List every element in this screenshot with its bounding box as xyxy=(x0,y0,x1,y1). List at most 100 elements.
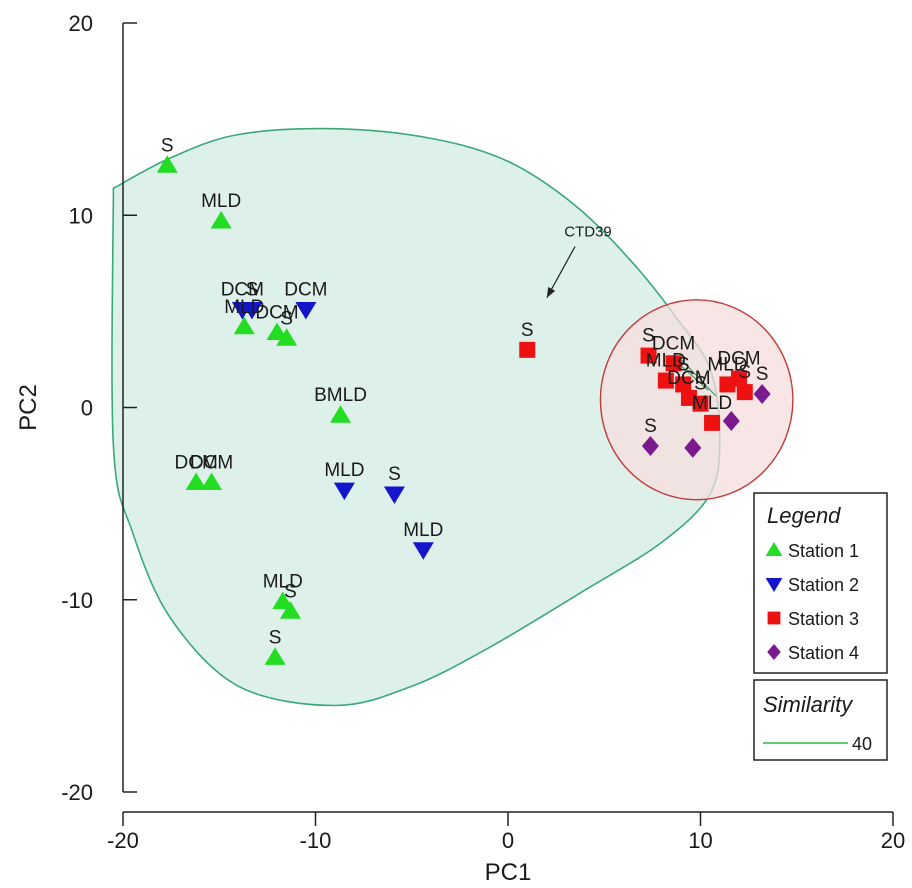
point-label: MLD xyxy=(224,297,264,318)
y-tick-label: 20 xyxy=(69,11,93,36)
data-point xyxy=(519,341,536,358)
data-point xyxy=(719,376,736,393)
series-3 xyxy=(519,341,753,431)
axes: -20 -20 -10 -10 0 0 10 10 20 20 PC1 PC2 xyxy=(15,11,905,886)
y-tick-label: -20 xyxy=(61,780,93,805)
annotation-arrowhead xyxy=(546,286,556,298)
point-label: DCM xyxy=(190,452,233,473)
data-point xyxy=(279,601,301,619)
point-label: DCM xyxy=(175,452,218,473)
legend-title: Legend xyxy=(767,503,841,528)
point-label: S xyxy=(738,362,751,383)
data-point xyxy=(272,591,294,610)
similarity-contours xyxy=(111,127,794,707)
point-label: MLD xyxy=(201,191,241,212)
legend-label: Station 1 xyxy=(788,541,859,561)
legend-item: Station 4 xyxy=(767,643,859,663)
point-label: S xyxy=(269,627,282,648)
point-label: MLD xyxy=(263,572,303,593)
data-point xyxy=(210,211,232,229)
point-label: S xyxy=(677,354,690,375)
data-point xyxy=(264,647,286,665)
legend-item: Station 2 xyxy=(765,575,859,595)
data-point xyxy=(736,384,753,401)
series-4 xyxy=(641,384,771,458)
legend-marker xyxy=(767,611,781,625)
point-label: MLD xyxy=(324,460,364,481)
data-point xyxy=(722,410,740,431)
point-label: S xyxy=(246,279,259,300)
data-point xyxy=(412,542,434,560)
annotations: CTD39 xyxy=(546,224,612,298)
legend-label: Station 3 xyxy=(788,609,859,629)
point-label: S xyxy=(756,364,769,385)
point-label: BMLD xyxy=(314,385,367,406)
data-point xyxy=(156,155,178,173)
similarity-legend-box xyxy=(753,679,888,761)
data-point xyxy=(641,435,659,456)
data-point xyxy=(295,301,317,320)
data-point xyxy=(201,472,223,490)
data-points xyxy=(156,155,771,665)
data-point xyxy=(333,482,355,501)
x-tick-label: 0 xyxy=(502,828,514,853)
legend-marker xyxy=(765,578,783,592)
data-point xyxy=(675,376,692,393)
point-label: S xyxy=(694,374,707,395)
point-label: MLD xyxy=(707,354,747,375)
point-label: S xyxy=(284,581,297,602)
point-label: DCM xyxy=(652,333,695,354)
legend-marker xyxy=(767,644,781,660)
point-label: S xyxy=(388,464,401,485)
point-label: MLD xyxy=(692,393,732,414)
legend-label: Station 2 xyxy=(788,575,859,595)
series-2 xyxy=(231,301,434,560)
data-point xyxy=(665,355,682,372)
y-tick-label: 10 xyxy=(69,203,93,228)
similarity-legend-title: Similarity xyxy=(763,692,854,717)
x-tick-label: 20 xyxy=(881,828,905,853)
series-1 xyxy=(156,155,352,665)
similarity-legend-value: 40 xyxy=(852,734,872,754)
x-tick-label: -20 xyxy=(107,828,139,853)
point-label: DCM xyxy=(667,368,710,389)
annotation-label: CTD39 xyxy=(564,224,612,241)
legend-item: Station 3 xyxy=(767,609,859,629)
data-point xyxy=(640,347,657,364)
data-point xyxy=(753,384,771,405)
point-label: MLD xyxy=(646,351,686,372)
point-label: DCM xyxy=(284,279,327,300)
legend-label: Station 4 xyxy=(788,643,859,663)
similarity-legend: Similarity 40 xyxy=(753,679,888,761)
data-point xyxy=(276,328,298,346)
point-label: S xyxy=(521,320,534,341)
data-point xyxy=(241,301,263,320)
legend-item: Station 1 xyxy=(765,541,859,561)
point-label: DCM xyxy=(255,303,298,324)
x-tick-label: -10 xyxy=(300,828,332,853)
x-axis-title: PC1 xyxy=(485,859,532,886)
y-tick-label: -10 xyxy=(61,588,93,613)
legend-marker xyxy=(765,542,783,556)
point-label: DCM xyxy=(221,279,264,300)
point-label: S xyxy=(644,416,657,437)
data-point xyxy=(330,405,352,423)
point-label: S xyxy=(280,308,293,329)
legend-items: Station 1 Station 2 Station 3 Station 4 xyxy=(765,541,859,663)
data-point xyxy=(185,472,207,490)
data-point xyxy=(704,414,721,431)
data-point xyxy=(233,316,255,335)
data-point xyxy=(684,437,702,458)
point-label: S xyxy=(642,326,655,347)
y-axis-title: PC2 xyxy=(15,384,42,431)
data-point xyxy=(657,372,674,389)
point-label: S xyxy=(161,135,174,156)
data-point xyxy=(383,486,405,505)
y-tick-label: 0 xyxy=(81,396,93,421)
point-label: DCM xyxy=(717,349,760,370)
data-point xyxy=(692,395,709,412)
point-label: MLD xyxy=(403,520,443,541)
